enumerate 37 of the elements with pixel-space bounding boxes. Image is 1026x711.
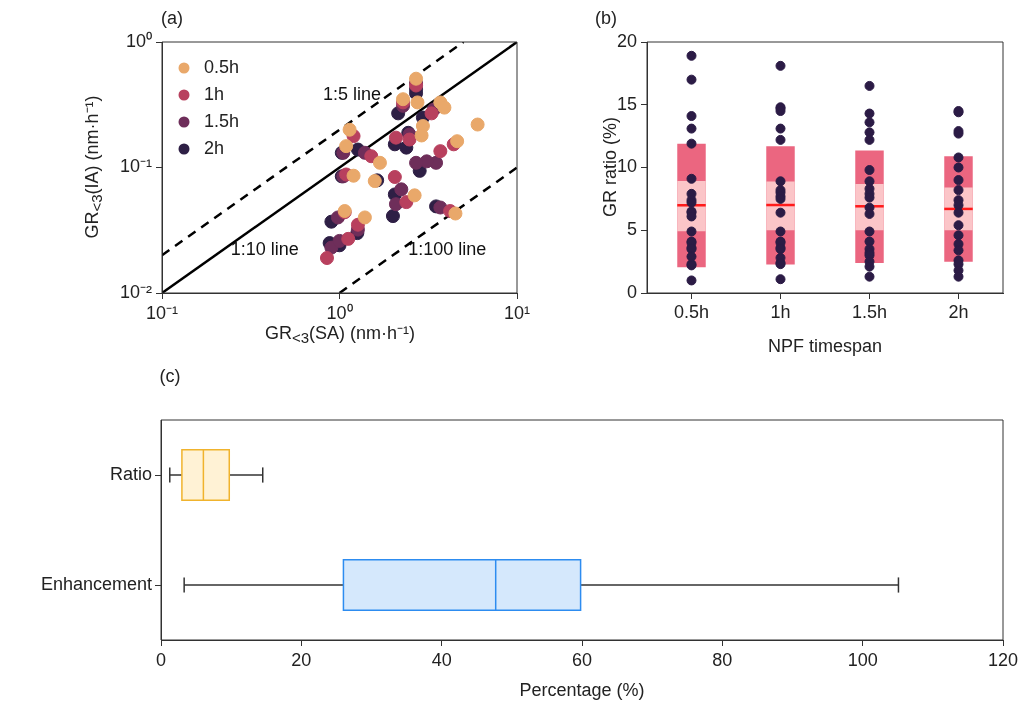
x-tick-label: 10¹: [503, 302, 531, 323]
x-tick-label: 100: [847, 649, 878, 670]
chart-title: (c): [159, 365, 181, 387]
x-axis-title: GR$_{<3}$(SA) (nm·h⁻¹): [264, 321, 416, 347]
chart-title: (b): [595, 7, 617, 29]
legend-label: 2h: [204, 137, 225, 158]
x-tick-label: 10⁻¹: [145, 302, 179, 323]
x-tick-label: 60: [571, 649, 593, 670]
y-tick-label: 20: [616, 30, 637, 51]
x-tick-label: 1h: [770, 301, 791, 322]
annotation: 1:10 line: [230, 238, 299, 259]
y-tick-label: 10⁻²: [119, 281, 153, 302]
x-tick-label: 120: [987, 649, 1019, 670]
x-tick-label: 40: [431, 649, 452, 670]
y-tick-label: 10: [616, 156, 637, 177]
x-tick-label: 0.5h: [673, 301, 710, 322]
x-tick-label: 1.5h: [851, 301, 888, 322]
x-axis-title: NPF timespan: [767, 335, 883, 357]
legend-label: 1.5h: [204, 110, 240, 131]
x-tick-label: 0: [155, 649, 167, 670]
y-tick-label: 10⁻¹: [119, 156, 153, 177]
annotation: 1:5 line: [322, 83, 381, 104]
y-tick-label: Ratio: [109, 463, 152, 484]
x-tick-label: 80: [712, 649, 733, 670]
x-tick-label: 20: [291, 649, 312, 670]
y-tick-label: 5: [626, 219, 637, 240]
y-tick-label: 0: [626, 281, 637, 302]
x-axis-title: Percentage (%): [519, 679, 645, 701]
y-tick-label: 15: [616, 93, 637, 114]
legend-label: 0.5h: [204, 56, 240, 77]
y-tick-label: 10⁰: [125, 30, 152, 51]
y-tick-label: Enhancement: [40, 573, 152, 594]
chart-title: (a): [161, 7, 183, 29]
legend-label: 1h: [204, 83, 225, 104]
annotation: 1:100 line: [408, 238, 487, 259]
x-tick-label: 10⁰: [326, 302, 353, 323]
x-tick-label: 2h: [948, 301, 969, 322]
